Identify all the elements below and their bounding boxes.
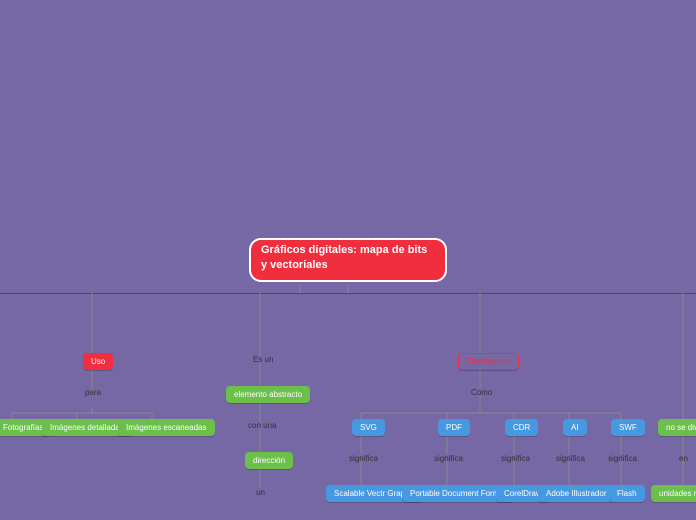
node-elem_abs[interactable]: elemento abstracto	[226, 386, 310, 403]
lbl-un: un	[256, 488, 265, 497]
root-title: Gráficos digitales: mapa de bits y vecto…	[261, 244, 427, 271]
root-node[interactable]: Gráficos digitales: mapa de bits y vecto…	[249, 238, 447, 282]
node-unidades[interactable]: unidades míni	[651, 485, 696, 502]
lbl-con-una: con una	[248, 421, 276, 430]
node-nosediv[interactable]: no se divid	[658, 419, 696, 436]
lbl-sig3: significa	[501, 454, 530, 463]
node-uso[interactable]: Uso	[83, 353, 113, 370]
node-pdf[interactable]: PDF	[438, 419, 470, 436]
node-svg[interactable]: SVG	[352, 419, 385, 436]
node-cdr[interactable]: CDR	[505, 419, 538, 436]
lbl-como: Como	[471, 388, 492, 397]
node-ai[interactable]: AI	[563, 419, 587, 436]
node-img_esc[interactable]: Imágenes escaneadas	[118, 419, 215, 436]
node-direccion[interactable]: dirección	[245, 452, 293, 469]
node-swf[interactable]: SWF	[611, 419, 645, 436]
node-illus[interactable]: Adobe Illustrador	[538, 485, 614, 502]
lbl-sig5: significa	[608, 454, 637, 463]
lbl-sig1: significa	[349, 454, 378, 463]
node-flash[interactable]: Flash	[609, 485, 645, 502]
lbl-es-un: Es un	[253, 355, 273, 364]
lbl-en: en	[679, 454, 688, 463]
lbl-sig4: significa	[556, 454, 585, 463]
node-clasif[interactable]: Clasificación	[458, 353, 519, 370]
lbl-para: para	[85, 388, 101, 397]
lbl-sig2: significa	[434, 454, 463, 463]
